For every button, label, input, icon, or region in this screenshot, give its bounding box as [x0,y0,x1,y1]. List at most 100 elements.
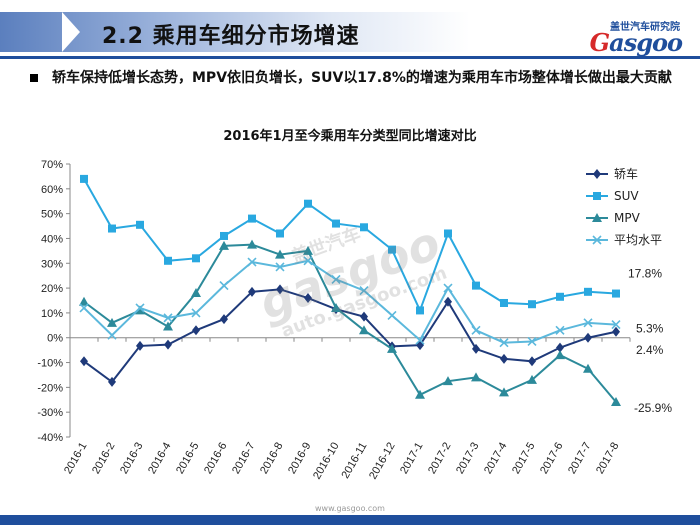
data-point [612,289,620,298]
y-tick-label: 20% [41,283,63,295]
data-point [443,283,453,293]
data-point [163,313,173,323]
slide-title: 2.2 乘用车细分市场增速 [102,24,360,49]
data-point [332,219,340,228]
data-point [304,199,312,208]
data-point [219,281,229,291]
x-tick-label: 2017-3 [454,441,482,477]
x-tick-label: 2017-7 [566,441,594,477]
y-tick-label: 70% [41,159,63,171]
data-point [220,231,228,240]
x-tick-label: 2016-9 [286,441,314,477]
data-point [219,240,229,250]
x-tick-label: 2016-10 [311,441,342,482]
data-point [415,335,425,345]
data-point [108,224,116,233]
data-point [191,308,201,318]
data-point [500,298,508,307]
data-point [528,356,536,367]
footer-bar [0,515,700,525]
data-point [612,326,620,337]
end-value-label: 5.3% [636,322,664,336]
data-point [163,321,173,331]
series-0 [80,284,620,387]
slide-header: 2.2 乘用车细分市场增速 盖世汽车研究院 Gasgoo [0,0,700,62]
data-point [583,363,593,373]
y-tick-label: 40% [41,233,63,245]
data-point [471,325,481,335]
bullet-text: 轿车保持低增长态势，MPV依旧负增长，SUV以17.8%的增速为乘用车市场整体增… [52,70,672,86]
data-point [136,220,144,229]
data-point [331,274,341,284]
data-point [472,281,480,290]
legend-item: 轿车 [586,166,638,181]
x-tick-label: 2016-4 [146,441,174,477]
data-point [387,343,397,353]
data-point [107,317,117,327]
y-tick-label: -30% [37,407,63,419]
data-point [360,311,368,322]
x-tick-label: 2016-2 [90,441,118,477]
series-line [83,178,617,314]
x-tick-label: 2017-1 [398,441,426,477]
data-point [164,339,172,350]
end-value-label: -25.9% [634,401,672,415]
data-point [79,303,89,313]
y-tick-label: 60% [41,184,63,196]
data-point [555,350,565,360]
x-tick-label: 2016-3 [118,441,146,477]
data-point [192,254,200,263]
series-3 [79,256,621,348]
data-point [388,245,396,254]
legend-label: SUV [614,189,639,203]
data-point [416,306,424,315]
legend-label: MPV [614,211,641,225]
data-point [164,256,172,265]
data-point [415,389,425,399]
data-point [359,325,369,335]
data-point [584,332,592,343]
data-point [555,325,565,335]
data-point [556,342,564,353]
data-point [528,300,536,309]
x-tick-label: 2017-4 [482,441,510,477]
footer-url: www.gasgoo.com [315,504,385,513]
x-tick-label: 2016-11 [339,441,369,481]
data-point [135,305,145,315]
data-point [444,229,452,238]
logo-en-text: Gasgoo [589,28,683,57]
data-point [247,257,257,267]
legend-label: 轿车 [614,166,638,181]
data-point [248,286,256,297]
x-tick-label: 2017-2 [426,441,454,477]
y-tick-label: -20% [37,382,63,394]
data-point [387,310,397,320]
data-point [276,284,284,295]
y-tick-label: 30% [41,258,63,270]
x-tick-label: 2017-6 [538,441,566,477]
data-point [107,330,117,340]
data-point [304,293,312,304]
data-point [79,296,89,306]
legend-marker [593,192,601,200]
data-point [611,397,621,407]
data-point [80,356,88,367]
data-point [583,318,593,328]
y-tick-label: -10% [37,358,63,370]
x-tick-label: 2016-8 [258,441,286,477]
series-line [83,259,617,344]
data-point [136,340,144,351]
data-point [275,249,285,259]
legend-marker [593,169,601,179]
data-point [303,245,313,255]
data-point [527,336,537,347]
data-point [500,353,508,364]
legend-item: 平均水平 [586,233,662,247]
data-point [247,239,257,249]
y-tick-label: 50% [41,209,63,221]
logo-cn-text: 盖世汽车研究院 [610,22,680,33]
data-point [611,320,621,330]
data-point [444,296,452,307]
data-point [220,314,228,325]
